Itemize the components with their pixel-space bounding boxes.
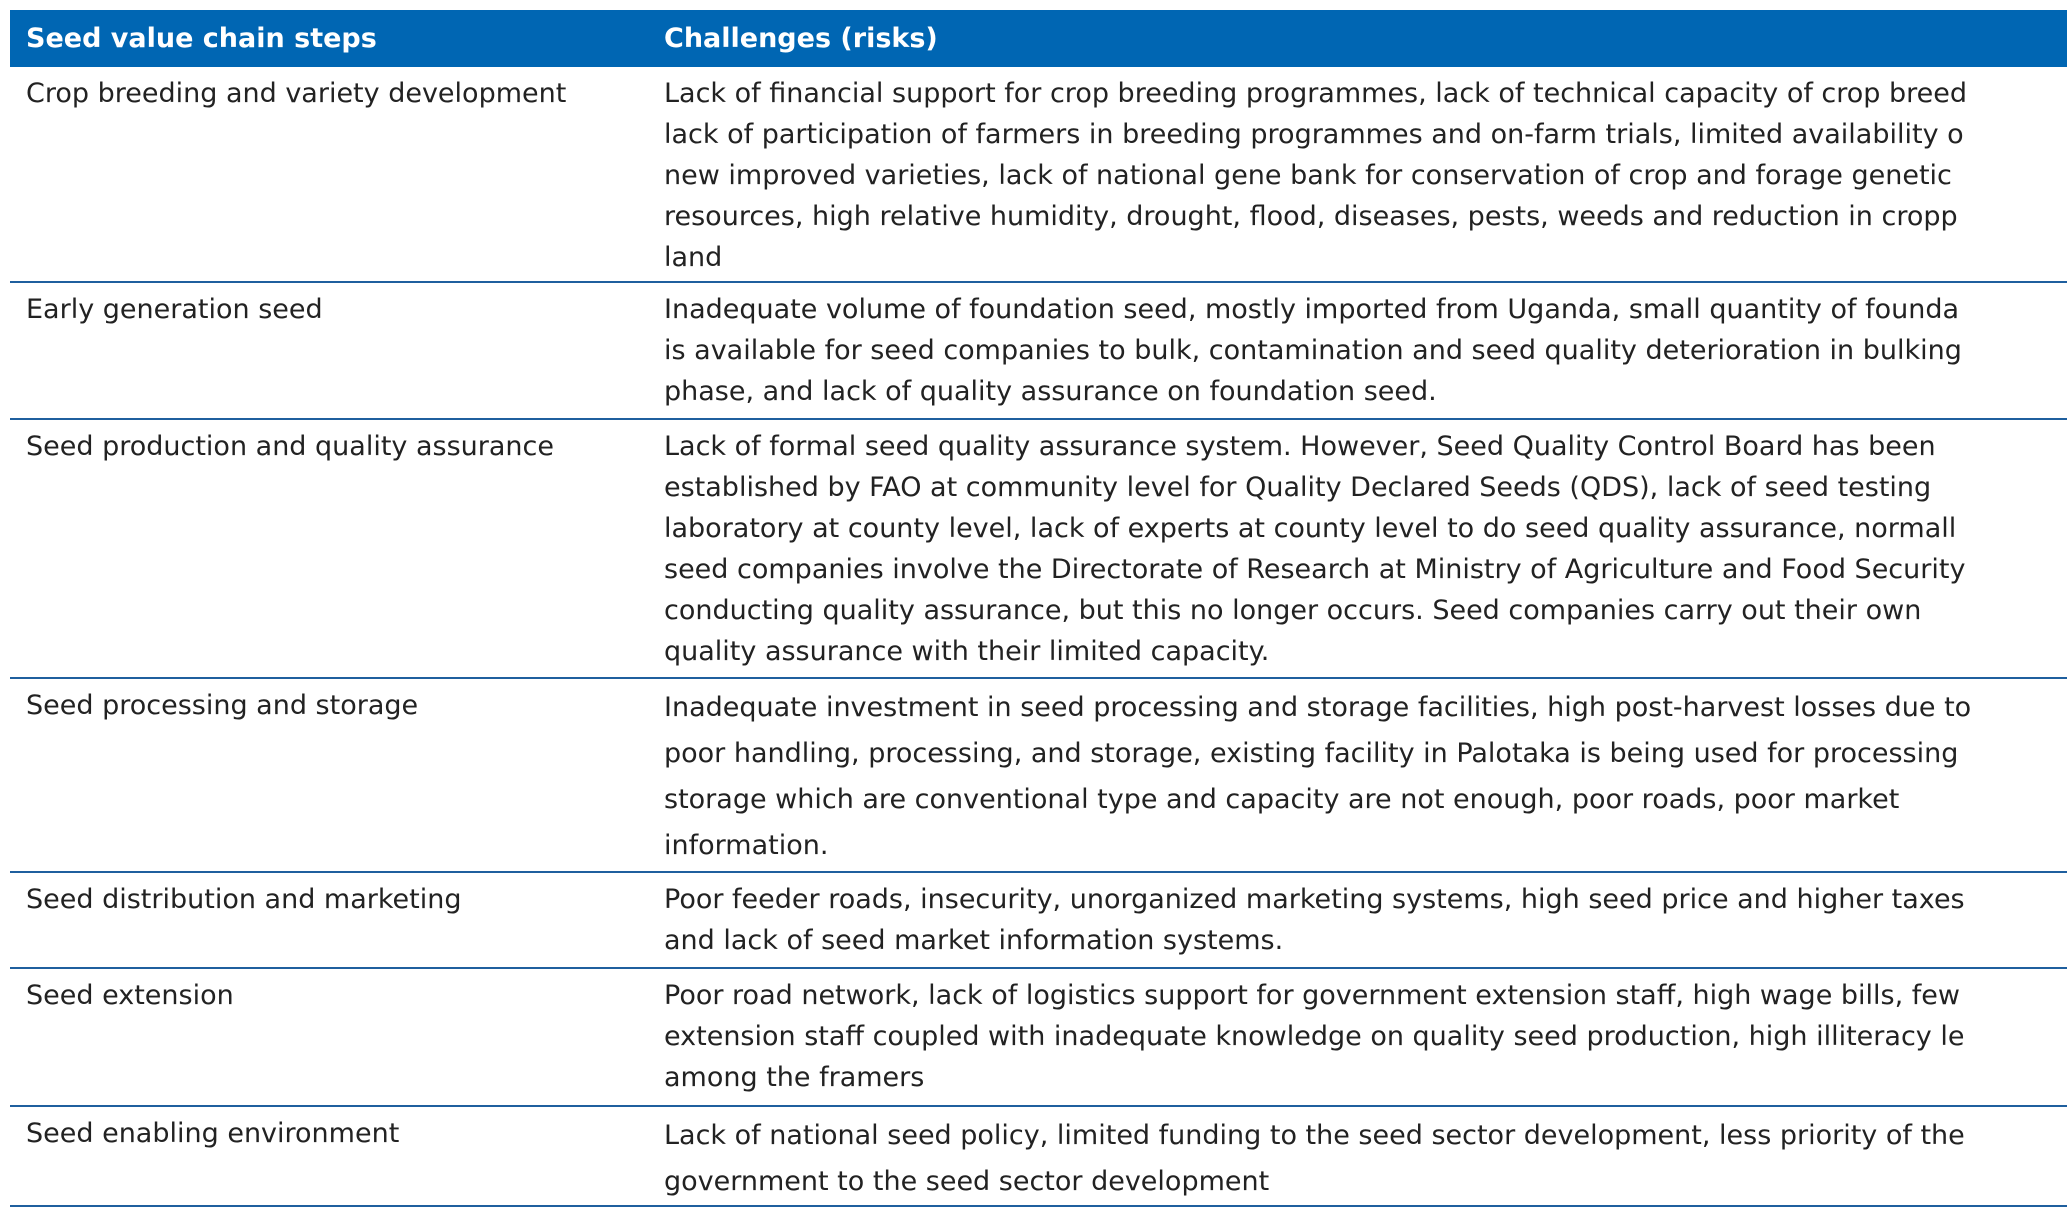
step-cell: Seed extension — [26, 980, 234, 1011]
table-row: Seed extension Poor road network, lack of… — [10, 969, 2067, 1107]
text-line: Poor feeder roads, insecurity, unorganiz… — [664, 884, 1965, 915]
challenges-cell: Lack of financial support for crop breed… — [664, 73, 1967, 278]
challenges-cell: Poor road network, lack of logistics sup… — [664, 975, 1964, 1098]
text-line: land — [664, 242, 723, 273]
text-line: seed companies involve the Directorate o… — [664, 554, 1966, 585]
challenges-cell: Poor feeder roads, insecurity, unorganiz… — [664, 879, 1965, 961]
table-row: Seed production and quality assurance Lac… — [10, 420, 2067, 679]
text-line: government to the seed sector developmen… — [664, 1166, 1270, 1197]
text-line: Lack of financial support for crop breed… — [664, 78, 1968, 109]
text-line: resources, high relative humidity, droug… — [664, 201, 1958, 232]
text-line: established by FAO at community level fo… — [664, 472, 1932, 503]
header-cell: Seed value chain steps — [26, 23, 377, 54]
table-row: Crop breeding and variety development Lac… — [10, 67, 2067, 283]
step-cell: Seed enabling environment — [26, 1118, 400, 1149]
text-line: Lack of formal seed quality assurance sy… — [664, 431, 1936, 462]
text-line: extension staff coupled with inadequate … — [664, 1021, 1965, 1052]
challenges-cell: Inadequate investment in seed processing… — [664, 685, 1971, 869]
challenges-cell: Inadequate volume of foundation seed, mo… — [664, 289, 1962, 412]
text-line: laboratory at county level, lack of expe… — [664, 513, 1957, 544]
text-line: phase, and lack of quality assurance on … — [664, 376, 1437, 407]
step-cell: Early generation seed — [26, 294, 323, 325]
text-line: conducting quality assurance, but this n… — [664, 595, 1922, 626]
text-line: quality assurance with their limited cap… — [664, 636, 1270, 667]
table-row: Seed distribution and marketing Poor feed… — [10, 873, 2067, 969]
challenges-cell: Lack of formal seed quality assurance sy… — [664, 426, 1965, 672]
text-line: and lack of seed market information syst… — [664, 925, 1284, 956]
text-line: Lack of national seed policy, limited fu… — [664, 1120, 1965, 1151]
text-line: Poor road network, lack of logistics sup… — [664, 980, 1960, 1011]
step-cell: Seed production and quality assurance — [26, 431, 554, 462]
table: Seed value chain steps Challenges (risks… — [10, 10, 2067, 1207]
table-row: Seed enabling environment Lack of nationa… — [10, 1107, 2067, 1207]
text-line: among the framers — [664, 1062, 925, 1093]
header-cell: Challenges (risks) — [664, 23, 938, 54]
text-line: Inadequate volume of foundation seed, mo… — [664, 294, 1960, 325]
table-header: Seed value chain steps Challenges (risks… — [10, 10, 2067, 67]
text-line: Inadequate investment in seed processing… — [664, 692, 1972, 723]
step-cell: Seed distribution and marketing — [26, 884, 462, 915]
table-row: Early generation seed Inadequate volume o… — [10, 283, 2067, 420]
step-cell: Seed processing and storage — [26, 690, 419, 721]
challenges-cell: Lack of national seed policy, limited fu… — [664, 1113, 1965, 1205]
step-cell: Crop breeding and variety development — [26, 78, 567, 109]
text-line: information. — [664, 830, 829, 861]
table-row: Seed processing and storage Inadequate in… — [10, 679, 2067, 873]
text-line: is available for seed companies to bulk,… — [664, 335, 1962, 366]
text-line: new improved varieties, lack of national… — [664, 160, 1952, 191]
text-line: poor handling, processing, and storage, … — [664, 738, 1959, 769]
text-line: lack of participation of farmers in bree… — [664, 119, 1964, 150]
text-line: storage which are conventional type and … — [664, 784, 1900, 815]
